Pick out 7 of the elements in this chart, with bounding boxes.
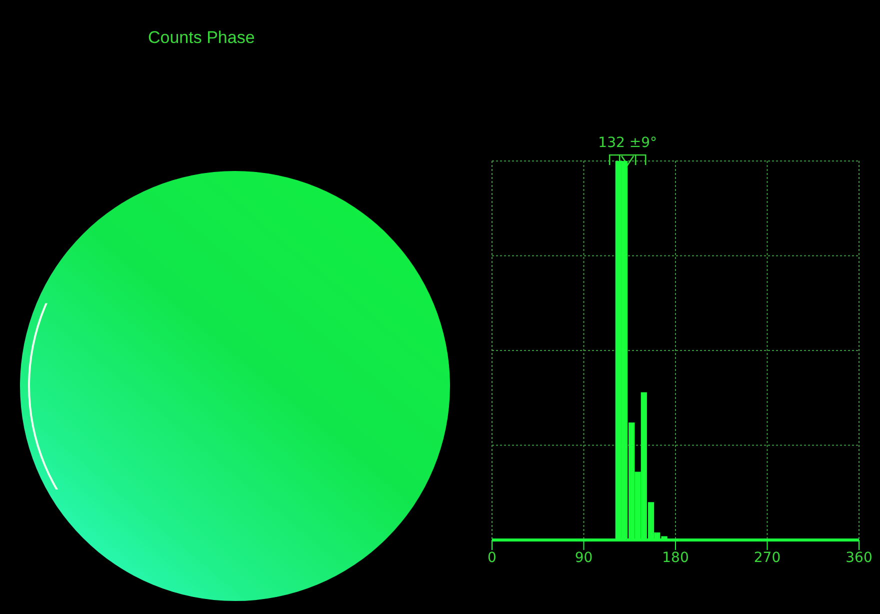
x-tick-label: 90 — [574, 550, 593, 566]
x-tick-label: 180 — [662, 550, 689, 566]
x-tick-label: 270 — [754, 550, 781, 566]
text: Counts Phase — [148, 28, 255, 48]
text: 132 ±9° — [598, 135, 657, 151]
x-tick-label: 360 — [846, 550, 872, 566]
x-tick-label: 0 — [488, 550, 496, 566]
